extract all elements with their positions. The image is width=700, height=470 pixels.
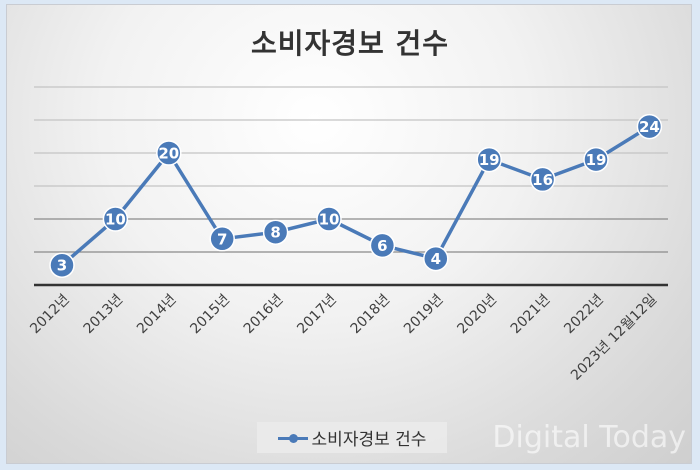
data-label: 8 [270,224,280,242]
data-label: 20 [158,145,179,163]
data-point-marker [156,140,182,166]
data-label: 7 [217,230,227,248]
legend-label: 소비자경보 건수 [311,430,427,450]
x-tick-label: 2014년 [134,292,180,338]
x-tick-label: 2019년 [401,292,447,338]
x-tick-label: 2012년 [27,292,73,338]
chart-title: 소비자경보 건수 [250,27,450,60]
x-tick-label: 2017년 [294,292,340,338]
x-tick-label: 2013년 [81,292,127,338]
data-point-marker [209,226,235,252]
series-line [60,125,651,267]
data-label: 3 [57,257,67,275]
x-tick-label: 2020년 [454,292,500,338]
legend-line-marker-icon [277,432,308,444]
data-point-marker [583,146,609,173]
x-tick-label: 2016년 [241,292,287,338]
data-label: 16 [532,171,553,189]
data-point-marker [476,146,502,173]
data-point-marker [49,252,75,278]
data-point-marker [316,206,342,232]
data-point-marker [423,245,449,272]
data-point-marker [102,206,129,232]
data-label: 6 [377,237,387,255]
chart-area [6,4,692,464]
x-tick-label: 2021년 [508,292,554,338]
x-tick-label: 2018년 [348,292,394,338]
data-label: 10 [319,211,340,229]
data-label: 24 [639,118,660,136]
data-point-marker [369,232,396,259]
x-tick-label: 2022년 [561,292,607,338]
data-label: 19 [586,151,607,169]
data-point-marker [529,166,556,193]
data-point-marker [262,219,289,245]
data-point-marker [636,113,663,140]
data-label: 19 [479,151,500,169]
watermark: Digital Today [492,420,686,455]
data-label: 4 [431,250,441,268]
data-label: 10 [105,211,126,229]
x-tick-label: 2015년 [187,292,233,338]
legend: 소비자경보 건수 [257,422,447,453]
